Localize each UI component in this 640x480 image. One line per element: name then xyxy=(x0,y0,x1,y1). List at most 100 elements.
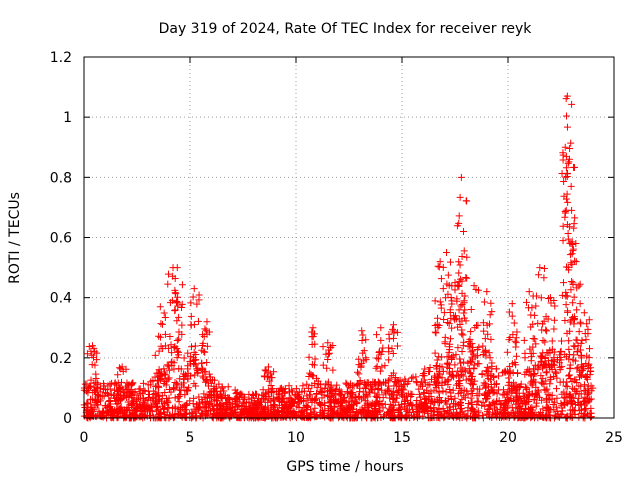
data-point xyxy=(114,371,122,379)
data-point xyxy=(506,333,514,341)
data-point xyxy=(458,348,466,356)
data-point xyxy=(549,400,557,408)
data-point xyxy=(376,367,384,375)
data-point xyxy=(515,384,523,392)
data-point xyxy=(95,407,103,415)
data-point xyxy=(366,410,374,418)
data-point xyxy=(447,389,455,397)
data-point xyxy=(419,370,427,378)
data-point xyxy=(297,407,305,415)
data-point xyxy=(545,404,553,412)
data-point xyxy=(445,281,453,289)
data-point xyxy=(464,400,472,408)
data-point xyxy=(572,390,580,398)
data-point xyxy=(307,409,315,417)
data-point xyxy=(567,139,575,147)
data-point xyxy=(510,319,518,327)
data-point xyxy=(192,382,200,390)
data-point xyxy=(587,409,595,417)
data-point xyxy=(435,263,443,271)
data-point xyxy=(87,347,95,355)
data-point xyxy=(114,379,122,387)
data-point xyxy=(168,296,176,304)
data-point xyxy=(520,336,528,344)
data-point xyxy=(584,330,592,338)
data-point xyxy=(217,394,225,402)
data-point xyxy=(564,308,572,316)
data-point xyxy=(455,269,463,277)
data-point xyxy=(563,390,571,398)
y-tick-label: 0.8 xyxy=(50,170,72,186)
data-point xyxy=(548,337,556,345)
data-point xyxy=(500,390,508,398)
data-point xyxy=(213,397,221,405)
data-point xyxy=(529,349,537,357)
data-point xyxy=(434,411,442,419)
data-point xyxy=(307,395,315,403)
data-point xyxy=(456,376,464,384)
data-point xyxy=(463,253,471,261)
data-point xyxy=(186,409,194,417)
data-point xyxy=(390,369,398,377)
data-point xyxy=(543,349,551,357)
data-point xyxy=(155,347,163,355)
data-point xyxy=(419,382,427,390)
data-point xyxy=(569,247,577,255)
data-point xyxy=(535,271,543,279)
data-point xyxy=(558,404,566,412)
data-point xyxy=(527,357,535,365)
data-point xyxy=(191,356,199,364)
data-point xyxy=(91,348,99,356)
data-point xyxy=(319,343,327,351)
data-point xyxy=(173,317,181,325)
data-point xyxy=(508,300,516,308)
data-point xyxy=(260,372,268,380)
data-point xyxy=(481,335,489,343)
data-point xyxy=(455,282,463,290)
data-point xyxy=(568,100,576,108)
data-point xyxy=(218,400,226,408)
data-point xyxy=(292,385,300,393)
data-point xyxy=(377,350,385,358)
data-point xyxy=(458,395,466,403)
data-point xyxy=(458,277,466,285)
data-point xyxy=(233,413,241,421)
data-point xyxy=(455,315,463,323)
data-point xyxy=(140,386,148,394)
data-point xyxy=(451,394,459,402)
data-point xyxy=(187,321,195,329)
data-point xyxy=(460,358,468,366)
data-point xyxy=(88,396,96,404)
data-point xyxy=(90,379,98,387)
data-point xyxy=(276,385,284,393)
data-point xyxy=(483,372,491,380)
data-point xyxy=(245,390,253,398)
data-point xyxy=(563,292,571,300)
data-point xyxy=(584,411,592,419)
data-point xyxy=(281,400,289,408)
data-point xyxy=(90,401,98,409)
data-point xyxy=(475,343,483,351)
data-point xyxy=(156,376,164,384)
data-point xyxy=(187,299,195,307)
data-point xyxy=(454,390,462,398)
data-point xyxy=(541,353,549,361)
data-point xyxy=(551,302,559,310)
data-point xyxy=(460,411,468,419)
data-point xyxy=(305,353,313,361)
data-point xyxy=(566,145,574,153)
data-point xyxy=(526,404,534,412)
data-point xyxy=(514,369,522,377)
data-point xyxy=(180,354,188,362)
data-point xyxy=(573,306,581,314)
data-point xyxy=(387,391,395,399)
data-point xyxy=(175,398,183,406)
data-point xyxy=(454,367,462,375)
data-point xyxy=(163,377,171,385)
data-point xyxy=(164,270,172,278)
data-point xyxy=(321,401,329,409)
data-point xyxy=(546,294,554,302)
data-point xyxy=(586,371,594,379)
data-point xyxy=(551,411,559,419)
data-point xyxy=(436,298,444,306)
